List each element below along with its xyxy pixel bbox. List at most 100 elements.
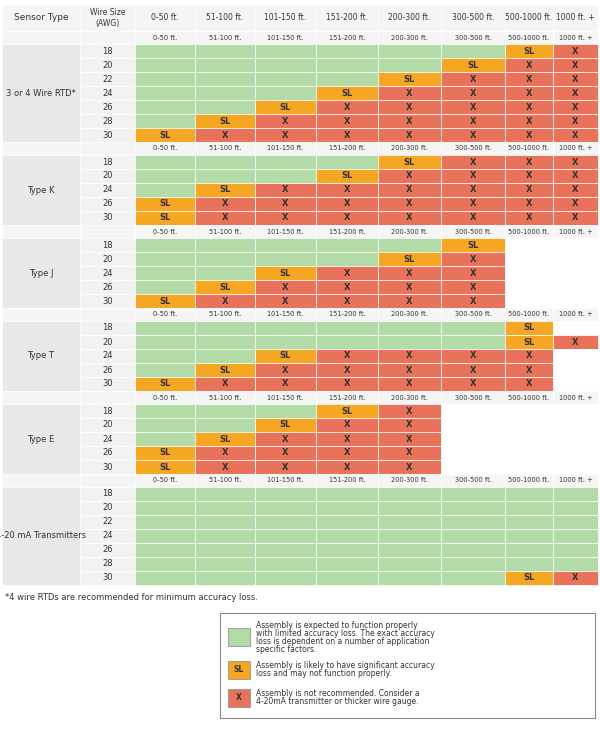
Bar	[135, 294, 195, 308]
Text: 151-200 ft.: 151-200 ft.	[329, 146, 365, 152]
Text: 300-500 ft.: 300-500 ft.	[455, 229, 491, 235]
Bar	[553, 252, 598, 266]
Text: SL: SL	[220, 116, 230, 125]
Text: Assembly is likely to have significant accuracy: Assembly is likely to have significant a…	[256, 662, 434, 670]
Text: SL: SL	[220, 283, 230, 292]
Text: 28: 28	[102, 560, 113, 568]
Bar	[2, 5, 80, 31]
Bar	[441, 169, 505, 183]
Text: X: X	[406, 296, 413, 305]
Bar	[441, 225, 505, 238]
Bar	[195, 321, 255, 335]
Bar	[135, 571, 195, 585]
Bar	[80, 280, 135, 294]
Bar	[220, 613, 595, 718]
Bar	[441, 114, 505, 128]
Text: X: X	[344, 448, 350, 458]
Bar	[195, 363, 255, 377]
Text: 300-500 ft.: 300-500 ft.	[455, 478, 491, 484]
Bar	[316, 155, 378, 169]
Text: SL: SL	[341, 406, 353, 416]
Text: 101-150 ft.: 101-150 ft.	[267, 478, 304, 484]
Bar	[80, 225, 135, 238]
Bar	[316, 252, 378, 266]
Bar	[195, 501, 255, 515]
Bar	[378, 404, 441, 418]
Bar	[505, 294, 553, 308]
Bar	[378, 446, 441, 460]
Bar	[255, 211, 316, 225]
Text: X: X	[406, 268, 413, 278]
Text: X: X	[282, 448, 289, 458]
Text: 30: 30	[102, 380, 113, 388]
Text: X: X	[526, 130, 532, 140]
Bar	[255, 571, 316, 585]
Bar	[255, 460, 316, 474]
Bar	[553, 225, 598, 238]
Text: 200-300 ft.: 200-300 ft.	[391, 229, 428, 235]
Bar	[195, 211, 255, 225]
Text: 1000 ft. +: 1000 ft. +	[559, 311, 592, 317]
Text: X: X	[470, 158, 476, 166]
Bar	[80, 142, 135, 155]
Bar	[441, 211, 505, 225]
Bar	[195, 114, 255, 128]
Bar	[441, 418, 505, 432]
Text: X: X	[222, 130, 228, 140]
Bar	[378, 169, 441, 183]
Text: 1000 ft. +: 1000 ft. +	[559, 394, 592, 400]
Text: specific factors.: specific factors.	[256, 644, 316, 653]
Bar	[195, 349, 255, 363]
Bar	[2, 238, 80, 308]
Text: X: X	[470, 214, 476, 223]
Text: 1000 ft. +: 1000 ft. +	[559, 34, 592, 40]
Bar	[195, 432, 255, 446]
Text: SL: SL	[220, 185, 230, 194]
Bar	[505, 557, 553, 571]
Bar	[255, 44, 316, 58]
Bar	[195, 100, 255, 114]
Text: X: X	[282, 365, 289, 374]
Bar	[195, 183, 255, 197]
Bar	[195, 58, 255, 72]
Text: X: X	[344, 268, 350, 278]
Text: 0-50 ft.: 0-50 ft.	[151, 13, 179, 22]
Bar	[255, 86, 316, 100]
Bar	[378, 72, 441, 86]
Bar	[316, 211, 378, 225]
Bar	[195, 44, 255, 58]
Text: X: X	[406, 406, 413, 416]
Text: X: X	[344, 116, 350, 125]
Text: SL: SL	[160, 463, 170, 472]
Bar	[195, 252, 255, 266]
Text: 51-100 ft.: 51-100 ft.	[209, 478, 241, 484]
Bar	[378, 557, 441, 571]
Text: X: X	[526, 200, 532, 208]
Bar	[135, 183, 195, 197]
Bar	[316, 377, 378, 391]
Text: X: X	[282, 283, 289, 292]
Bar	[228, 661, 250, 679]
Bar	[505, 183, 553, 197]
Bar	[80, 515, 135, 529]
Text: X: X	[526, 116, 532, 125]
Text: X: X	[470, 74, 476, 83]
Bar	[505, 5, 553, 31]
Bar	[316, 501, 378, 515]
Text: X: X	[406, 200, 413, 208]
Bar	[505, 169, 553, 183]
Bar	[378, 294, 441, 308]
Text: 26: 26	[102, 365, 113, 374]
Bar	[80, 460, 135, 474]
Bar	[195, 128, 255, 142]
Bar	[255, 474, 316, 487]
Bar	[135, 169, 195, 183]
Bar	[135, 238, 195, 252]
Text: X: X	[526, 214, 532, 223]
Bar	[441, 266, 505, 280]
Bar	[316, 183, 378, 197]
Bar	[553, 418, 598, 432]
Text: 500-1000 ft.: 500-1000 ft.	[508, 478, 550, 484]
Bar	[378, 349, 441, 363]
Text: X: X	[572, 116, 579, 125]
